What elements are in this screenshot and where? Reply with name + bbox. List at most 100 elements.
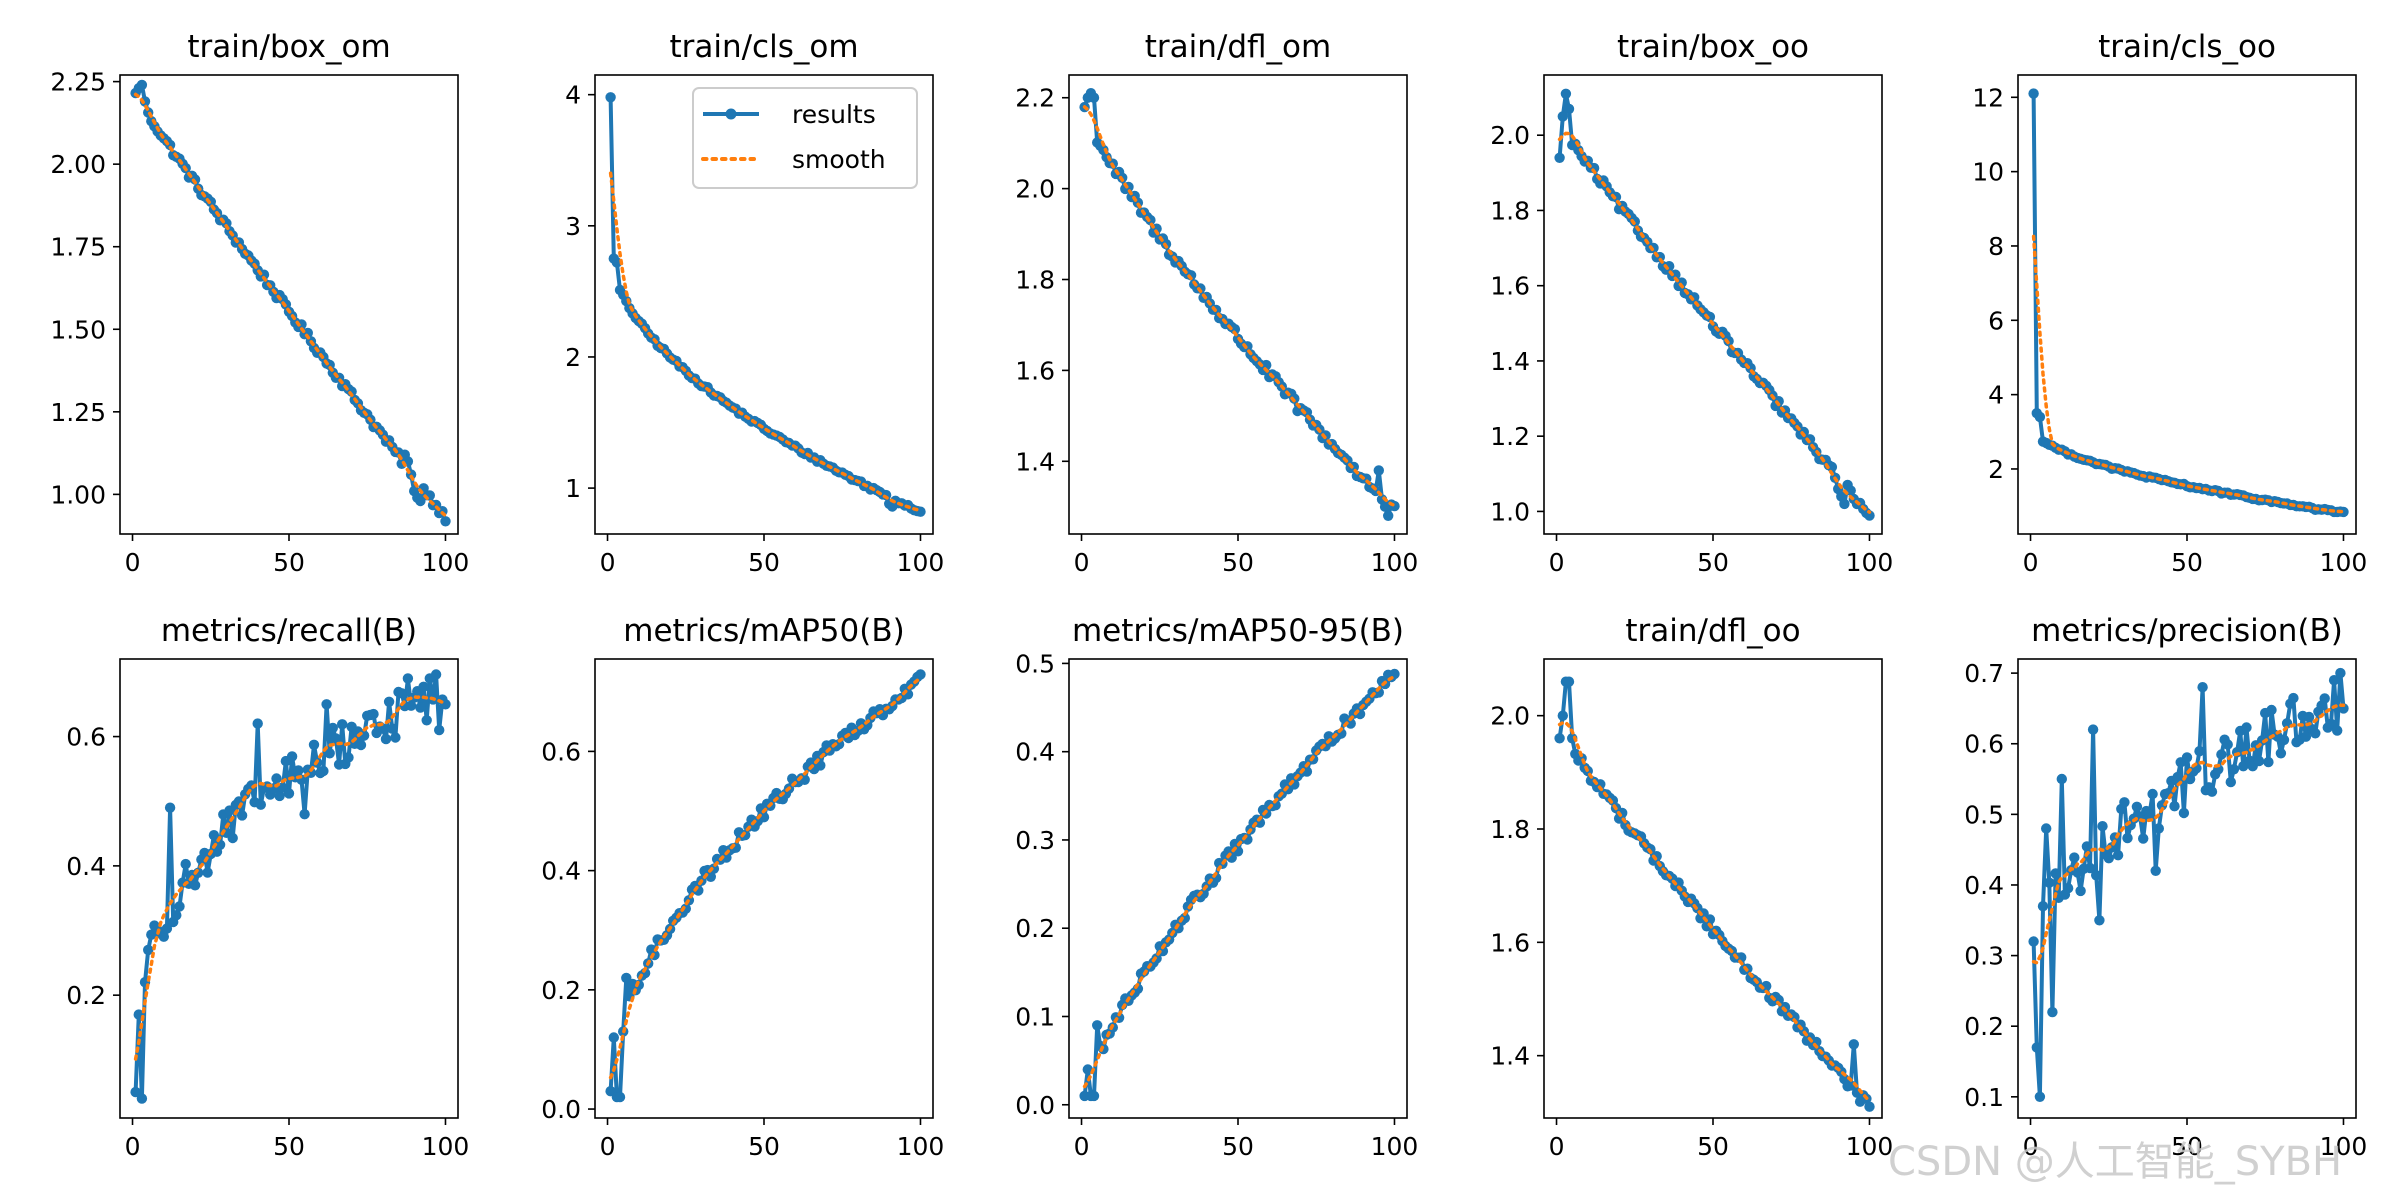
results-point <box>2169 801 2180 812</box>
x-tick-label: 100 <box>2320 1132 2368 1161</box>
results-point <box>299 809 310 820</box>
y-tick-label: 0.4 <box>541 857 581 886</box>
results-point <box>2278 734 2290 746</box>
y-tick-label: 0.5 <box>1964 800 2004 829</box>
y-tick-label: 1 <box>565 474 581 503</box>
x-tick-label: 100 <box>1846 548 1894 577</box>
x-tick-label: 50 <box>748 548 780 577</box>
results-point <box>2325 718 2337 729</box>
results-point <box>2103 853 2114 864</box>
results-point <box>1383 510 1394 521</box>
results-point <box>396 688 407 699</box>
results-point <box>1554 733 1565 744</box>
legend-results-marker <box>725 108 737 120</box>
x-tick-label: 0 <box>600 548 616 577</box>
smooth-line <box>133 92 448 518</box>
results-point <box>1557 710 1569 721</box>
results-point <box>2266 704 2277 716</box>
results-point <box>608 1032 619 1043</box>
results-point <box>705 871 716 882</box>
results-point <box>2194 746 2205 757</box>
results-point <box>387 723 398 734</box>
x-tick-label: 50 <box>273 548 305 577</box>
panel-title: metrics/mAP50(B) <box>623 613 904 649</box>
plot-area <box>1554 676 1875 1112</box>
results-point <box>1088 92 1100 103</box>
results-point <box>274 790 285 802</box>
results-point <box>2047 1006 2058 1018</box>
results-point <box>2172 771 2183 783</box>
results-point <box>330 733 342 744</box>
smooth-line <box>608 676 923 1080</box>
y-tick-label: 1.6 <box>1490 928 1530 957</box>
results-point <box>833 739 845 750</box>
y-tick-label: 2 <box>1988 455 2004 484</box>
plot-area <box>1079 668 1400 1102</box>
x-tick-label: 100 <box>1846 1132 1894 1161</box>
results-point <box>1789 1011 1800 1023</box>
axes-frame <box>119 658 459 1119</box>
results-point <box>1864 510 1875 521</box>
results-point <box>202 867 213 878</box>
y-tick-label: 2.0 <box>1015 175 1055 204</box>
plot-area <box>1079 88 1400 521</box>
y-tick-label: 12 <box>1972 83 2004 112</box>
results-point <box>2225 776 2236 788</box>
results-point <box>236 810 248 821</box>
results-point <box>1563 676 1575 687</box>
results-point <box>430 669 442 680</box>
results-point <box>2206 786 2218 797</box>
plot-area <box>2028 667 2349 1103</box>
panel-train-dfl-om: train/dfl_om 0 50 100 1.4 1.6 1.8 2.0 2.2 <box>1015 29 1418 577</box>
x-tick-label: 100 <box>897 1132 945 1161</box>
y-tick-label: 1.4 <box>1490 1042 1530 1071</box>
results-point <box>1560 88 1572 100</box>
axes-frame <box>2017 658 2357 1119</box>
results-point <box>318 765 329 777</box>
results-point <box>2241 722 2252 733</box>
panel-train-cls-oo: train/cls_oo 0 50 100 2 4 6 8 10 12 <box>1972 29 2367 577</box>
panel-title: train/dfl_om <box>1145 29 1331 65</box>
results-point <box>1270 800 1281 811</box>
y-tick-label: 1.4 <box>1490 347 1530 376</box>
x-tick-label: 100 <box>422 548 470 577</box>
results-point <box>2041 823 2052 834</box>
axes-frame <box>1543 658 1883 1119</box>
results-point <box>390 732 401 743</box>
y-tick-label: 0.3 <box>1015 826 1055 855</box>
y-tick-label: 1.8 <box>1490 196 1530 225</box>
results-point <box>2097 821 2108 832</box>
results-point <box>2253 755 2265 767</box>
x-tick-label: 50 <box>1222 1132 1254 1161</box>
results-point <box>283 788 295 799</box>
results-point <box>2084 862 2096 874</box>
y-tick-label: 0.4 <box>1015 738 1055 767</box>
y-tick-label: 2 <box>565 343 581 372</box>
x-tick-label: 50 <box>1697 1132 1729 1161</box>
results-point <box>2034 1091 2046 1103</box>
results-point <box>161 923 173 934</box>
results-point <box>1088 1090 1100 1102</box>
y-tick-label: 1.6 <box>1015 356 1055 385</box>
results-point <box>2138 833 2149 844</box>
watermark: CSDN @人工智能_SYBH <box>1888 1139 2342 1185</box>
legend: results smooth <box>692 87 918 189</box>
results-point <box>355 739 367 751</box>
smooth-line <box>2031 234 2346 514</box>
panel-title: metrics/precision(B) <box>2031 613 2343 649</box>
plot-area <box>130 669 451 1104</box>
panel-metrics-recall-b-: metrics/recall(B) 0 50 100 0.2 0.4 0.6 <box>66 613 469 1161</box>
panel-title: metrics/mAP50-95(B) <box>1072 613 1404 649</box>
results-point <box>2153 823 2164 834</box>
results-point <box>614 1091 626 1103</box>
results-point <box>327 722 338 734</box>
results-point <box>2197 682 2208 693</box>
results-point <box>1092 1020 1103 1031</box>
results-point <box>380 733 392 745</box>
results-point <box>227 832 238 844</box>
y-tick-label: 1.0 <box>1490 497 1530 526</box>
results-point <box>2028 936 2039 947</box>
plot-area <box>1554 88 1875 521</box>
x-tick-label: 0 <box>600 1132 616 1161</box>
y-tick-label: 4 <box>565 81 581 110</box>
